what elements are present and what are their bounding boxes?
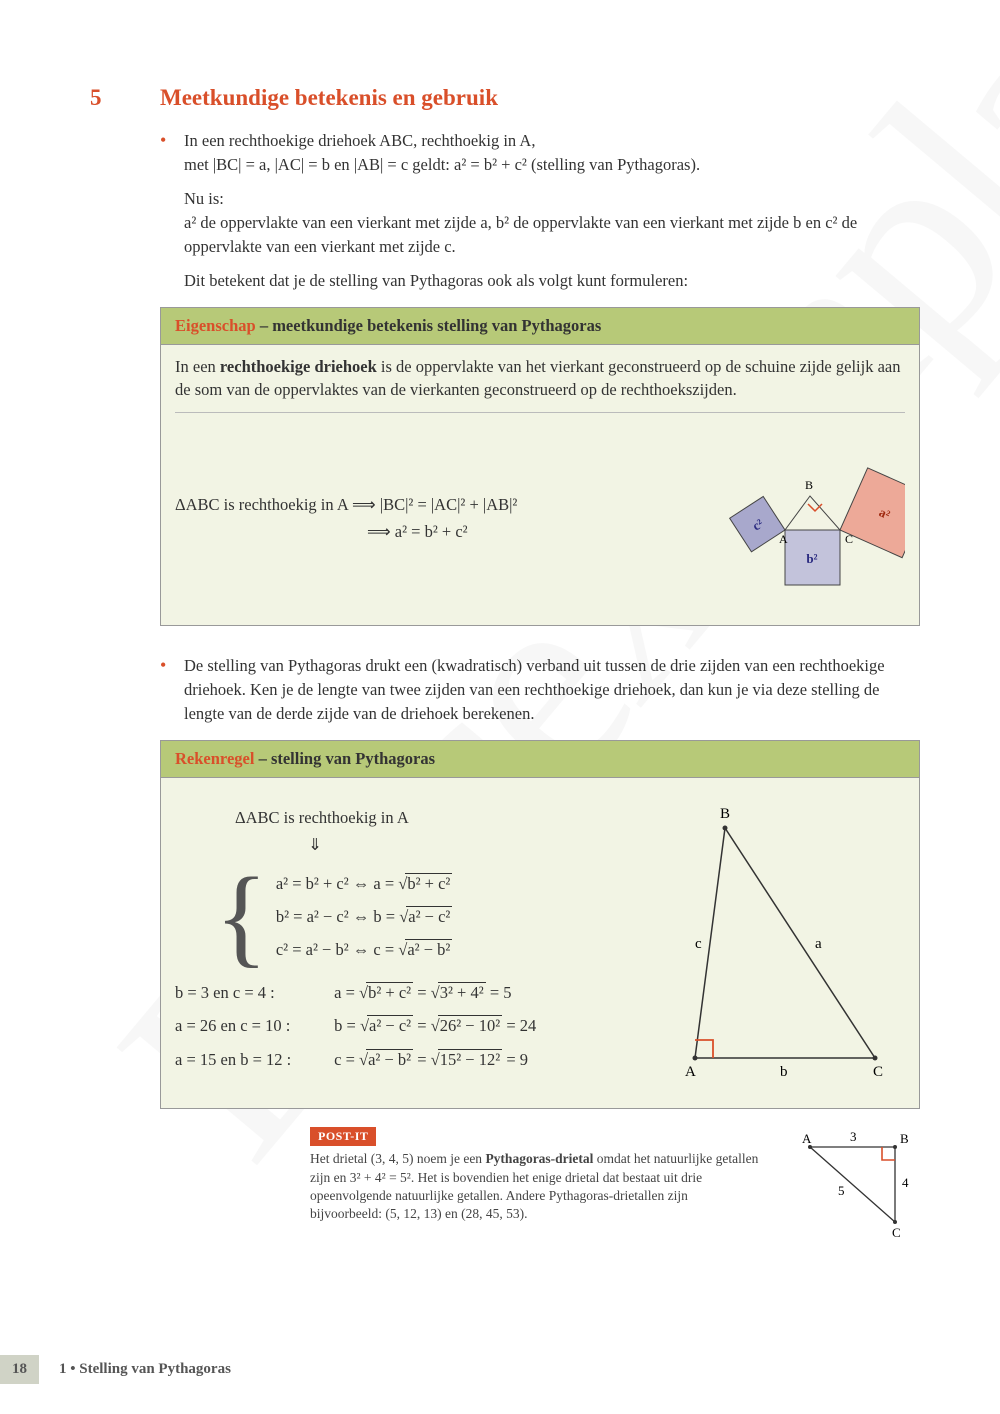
box2-rule3: c² = a² − b² ⇔ c = a² − b²: [276, 938, 453, 961]
eigenschap-header-a: Eigenschap: [175, 316, 256, 335]
intro-line4: a² de oppervlakte van een vierkant met z…: [184, 211, 920, 259]
eigenschap-header: Eigenschap – meetkundige betekenis stell…: [161, 308, 919, 345]
box1-text-bold: rechthoekige driehoek: [220, 357, 377, 376]
eigenschap-header-b: – meetkundige betekenis stelling van Pyt…: [256, 316, 602, 335]
rekenregel-box: Rekenregel – stelling van Pythagoras ΔAB…: [160, 740, 920, 1109]
eigenschap-box: Eigenschap – meetkundige betekenis stell…: [160, 307, 920, 627]
intro-line3: Nu is:: [184, 187, 920, 211]
intro-line1: In een rechthoekige driehoek ABC, rechth…: [184, 129, 920, 153]
box1-text-a: In een: [175, 357, 220, 376]
box2-rule1: a² = b² + c² ⇔ a = b² + c²: [276, 872, 453, 895]
svg-text:A: A: [685, 1064, 696, 1080]
svg-text:A: A: [802, 1131, 812, 1146]
svg-text:5: 5: [838, 1183, 845, 1198]
intro-line5: Dit betekent dat je de stelling van Pyth…: [184, 269, 920, 293]
intro-line2: met |BC| = a, |AC| = b en |AB| = c geldt…: [184, 153, 920, 177]
svg-text:a: a: [815, 936, 822, 952]
svg-text:C: C: [873, 1064, 883, 1080]
box2-down: ⇓: [175, 833, 455, 856]
box2-example1: b = 3 en c = 4 : a = b² + c² = 3² + 4² =…: [175, 981, 635, 1004]
section-header: 5 Meetkundige betekenis en gebruik: [90, 85, 920, 111]
svg-text:b²: b²: [806, 551, 817, 566]
page-number: 18: [0, 1355, 39, 1384]
box2-rule2: b² = a² − c² ⇔ b = a² − c²: [276, 905, 453, 928]
section-title: Meetkundige betekenis en gebruik: [160, 85, 498, 111]
box1-formula1: ΔABC is rechthoekig in A ⟹ |BC|² = |AC|²…: [175, 493, 685, 516]
mid-paragraph: De stelling van Pythagoras drukt een (kw…: [184, 654, 920, 726]
postit-block: POST-IT Het drietal (3, 4, 5) noem je ee…: [310, 1127, 920, 1252]
rekenregel-header-b: – stelling van Pythagoras: [254, 749, 435, 768]
svg-text:3: 3: [850, 1129, 857, 1144]
rekenregel-header: Rekenregel – stelling van Pythagoras: [161, 741, 919, 778]
page-footer: 18 1 • Stelling van Pythagoras: [0, 1355, 231, 1384]
svg-text:C: C: [892, 1225, 901, 1240]
footer-text: 1 • Stelling van Pythagoras: [59, 1361, 231, 1378]
svg-text:4: 4: [902, 1175, 909, 1190]
svg-text:A: A: [779, 532, 788, 546]
svg-text:C: C: [845, 532, 853, 546]
postit-triangle-diagram: A B C 3 4 5: [790, 1127, 920, 1252]
postit-label: POST-IT: [310, 1127, 376, 1146]
box2-top: ΔABC is rechthoekig in A: [175, 806, 635, 829]
svg-text:B: B: [720, 806, 730, 822]
section-number: 5: [90, 85, 160, 111]
box2-example3: a = 15 en b = 12 : c = a² − b² = 15² − 1…: [175, 1048, 635, 1071]
box1-formula2: ⟹ a² = b² + c²: [175, 520, 685, 543]
rekenregel-header-a: Rekenregel: [175, 749, 254, 768]
pythagoras-squares-diagram: b² c² a²: [705, 425, 905, 611]
bullet-icon: •: [160, 129, 184, 293]
bullet-icon: •: [160, 654, 184, 726]
right-triangle-diagram: A C B b c a: [655, 788, 905, 1094]
postit-text: Het drietal (3, 4, 5) noem je een Pythag…: [310, 1150, 760, 1223]
svg-text:c: c: [695, 936, 702, 952]
svg-text:B: B: [900, 1131, 909, 1146]
svg-text:B: B: [805, 478, 813, 492]
svg-text:b: b: [780, 1064, 788, 1080]
box2-example2: a = 26 en c = 10 : b = a² − c² = 26² − 1…: [175, 1014, 635, 1037]
